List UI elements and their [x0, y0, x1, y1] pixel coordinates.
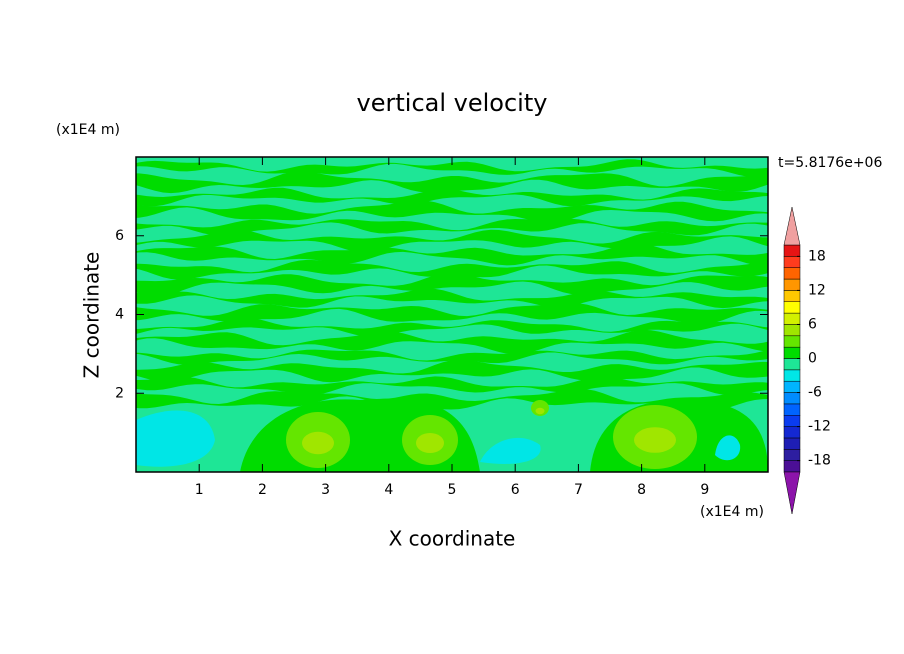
x-tick-label: 3: [321, 482, 330, 498]
colorbar-box: [783, 437, 801, 450]
contour-band: [136, 218, 768, 236]
x-tick-label: 7: [574, 482, 583, 498]
colorbar-tick-label: 0: [808, 351, 817, 367]
colorbar-tick-label: -18: [808, 453, 831, 469]
contour-region: [715, 435, 741, 461]
colorbar-box: [783, 301, 801, 314]
colorbar-tick-label: 6: [808, 316, 817, 332]
contour-cell: [634, 427, 676, 453]
colorbar-under: [783, 471, 801, 515]
colorbar-box: [783, 449, 801, 461]
colorbar-box: [783, 369, 801, 382]
contour-cell: [416, 433, 444, 453]
colorbar-box: [783, 278, 801, 291]
contour-band: [136, 317, 768, 337]
colorbar-box: [783, 426, 801, 439]
colorbar-tick-label: -6: [808, 385, 822, 401]
contour-band: [136, 359, 768, 383]
contour-band: [136, 302, 768, 325]
x-tick-label: 9: [700, 482, 709, 498]
colorbar-tick-label: -12: [808, 419, 831, 435]
contour-band: [136, 388, 768, 411]
x-tick-label: 4: [384, 482, 393, 498]
colorbar-box: [783, 312, 801, 325]
contour-band: [136, 329, 768, 355]
colorbar-over: [783, 206, 801, 246]
y-axis-label: Z coordinate: [80, 252, 104, 379]
x-unit: (x1E4 m): [700, 504, 764, 520]
y-tick-label: 4: [115, 307, 124, 323]
contour-band: [136, 272, 768, 296]
colorbar-box: [783, 392, 801, 405]
contour-band: [136, 229, 768, 253]
contour-band: [136, 159, 768, 178]
y-tick-label: 2: [115, 385, 124, 401]
contour-band: [136, 187, 768, 207]
contour-band: [136, 288, 768, 309]
contour-field: [136, 157, 768, 472]
contour-band: [136, 171, 768, 194]
contour-cell: [302, 431, 334, 455]
colorbar-box: [783, 460, 801, 473]
colorbar-tick-label: 18: [808, 248, 826, 264]
x-tick-label: 1: [195, 482, 204, 498]
colorbar-box: [783, 244, 801, 257]
colorbar-box: [783, 290, 801, 302]
x-axis-label: X coordinate: [389, 527, 516, 551]
colorbar-box: [783, 346, 801, 359]
contour-band: [136, 243, 768, 266]
contour-band: [136, 259, 768, 280]
colorbar-box: [783, 380, 801, 393]
contour-region: [136, 410, 215, 467]
colorbar-box: [783, 256, 801, 268]
time-annotation: t=5.8176e+06: [778, 155, 882, 171]
contour-region: [480, 437, 541, 465]
colorbar-box: [783, 403, 801, 416]
x-tick-label: 6: [511, 482, 520, 498]
colorbar-box: [783, 415, 801, 427]
colorbar-box: [783, 267, 801, 280]
x-tick-label: 5: [448, 482, 457, 498]
contour-cell: [535, 407, 545, 415]
y-unit: (x1E4 m): [56, 122, 120, 138]
contour-band: [136, 349, 768, 365]
x-tick-label: 8: [637, 482, 646, 498]
colorbar-box: [783, 324, 801, 337]
contour-band: [136, 200, 768, 223]
colorbar-box: [783, 335, 801, 348]
x-tick-label: 2: [258, 482, 267, 498]
contour-band: [136, 376, 768, 396]
chart-title: vertical velocity: [357, 89, 548, 117]
y-tick-label: 6: [115, 228, 124, 244]
colorbar-tick-label: 12: [808, 282, 826, 298]
colorbar-box: [783, 358, 801, 371]
